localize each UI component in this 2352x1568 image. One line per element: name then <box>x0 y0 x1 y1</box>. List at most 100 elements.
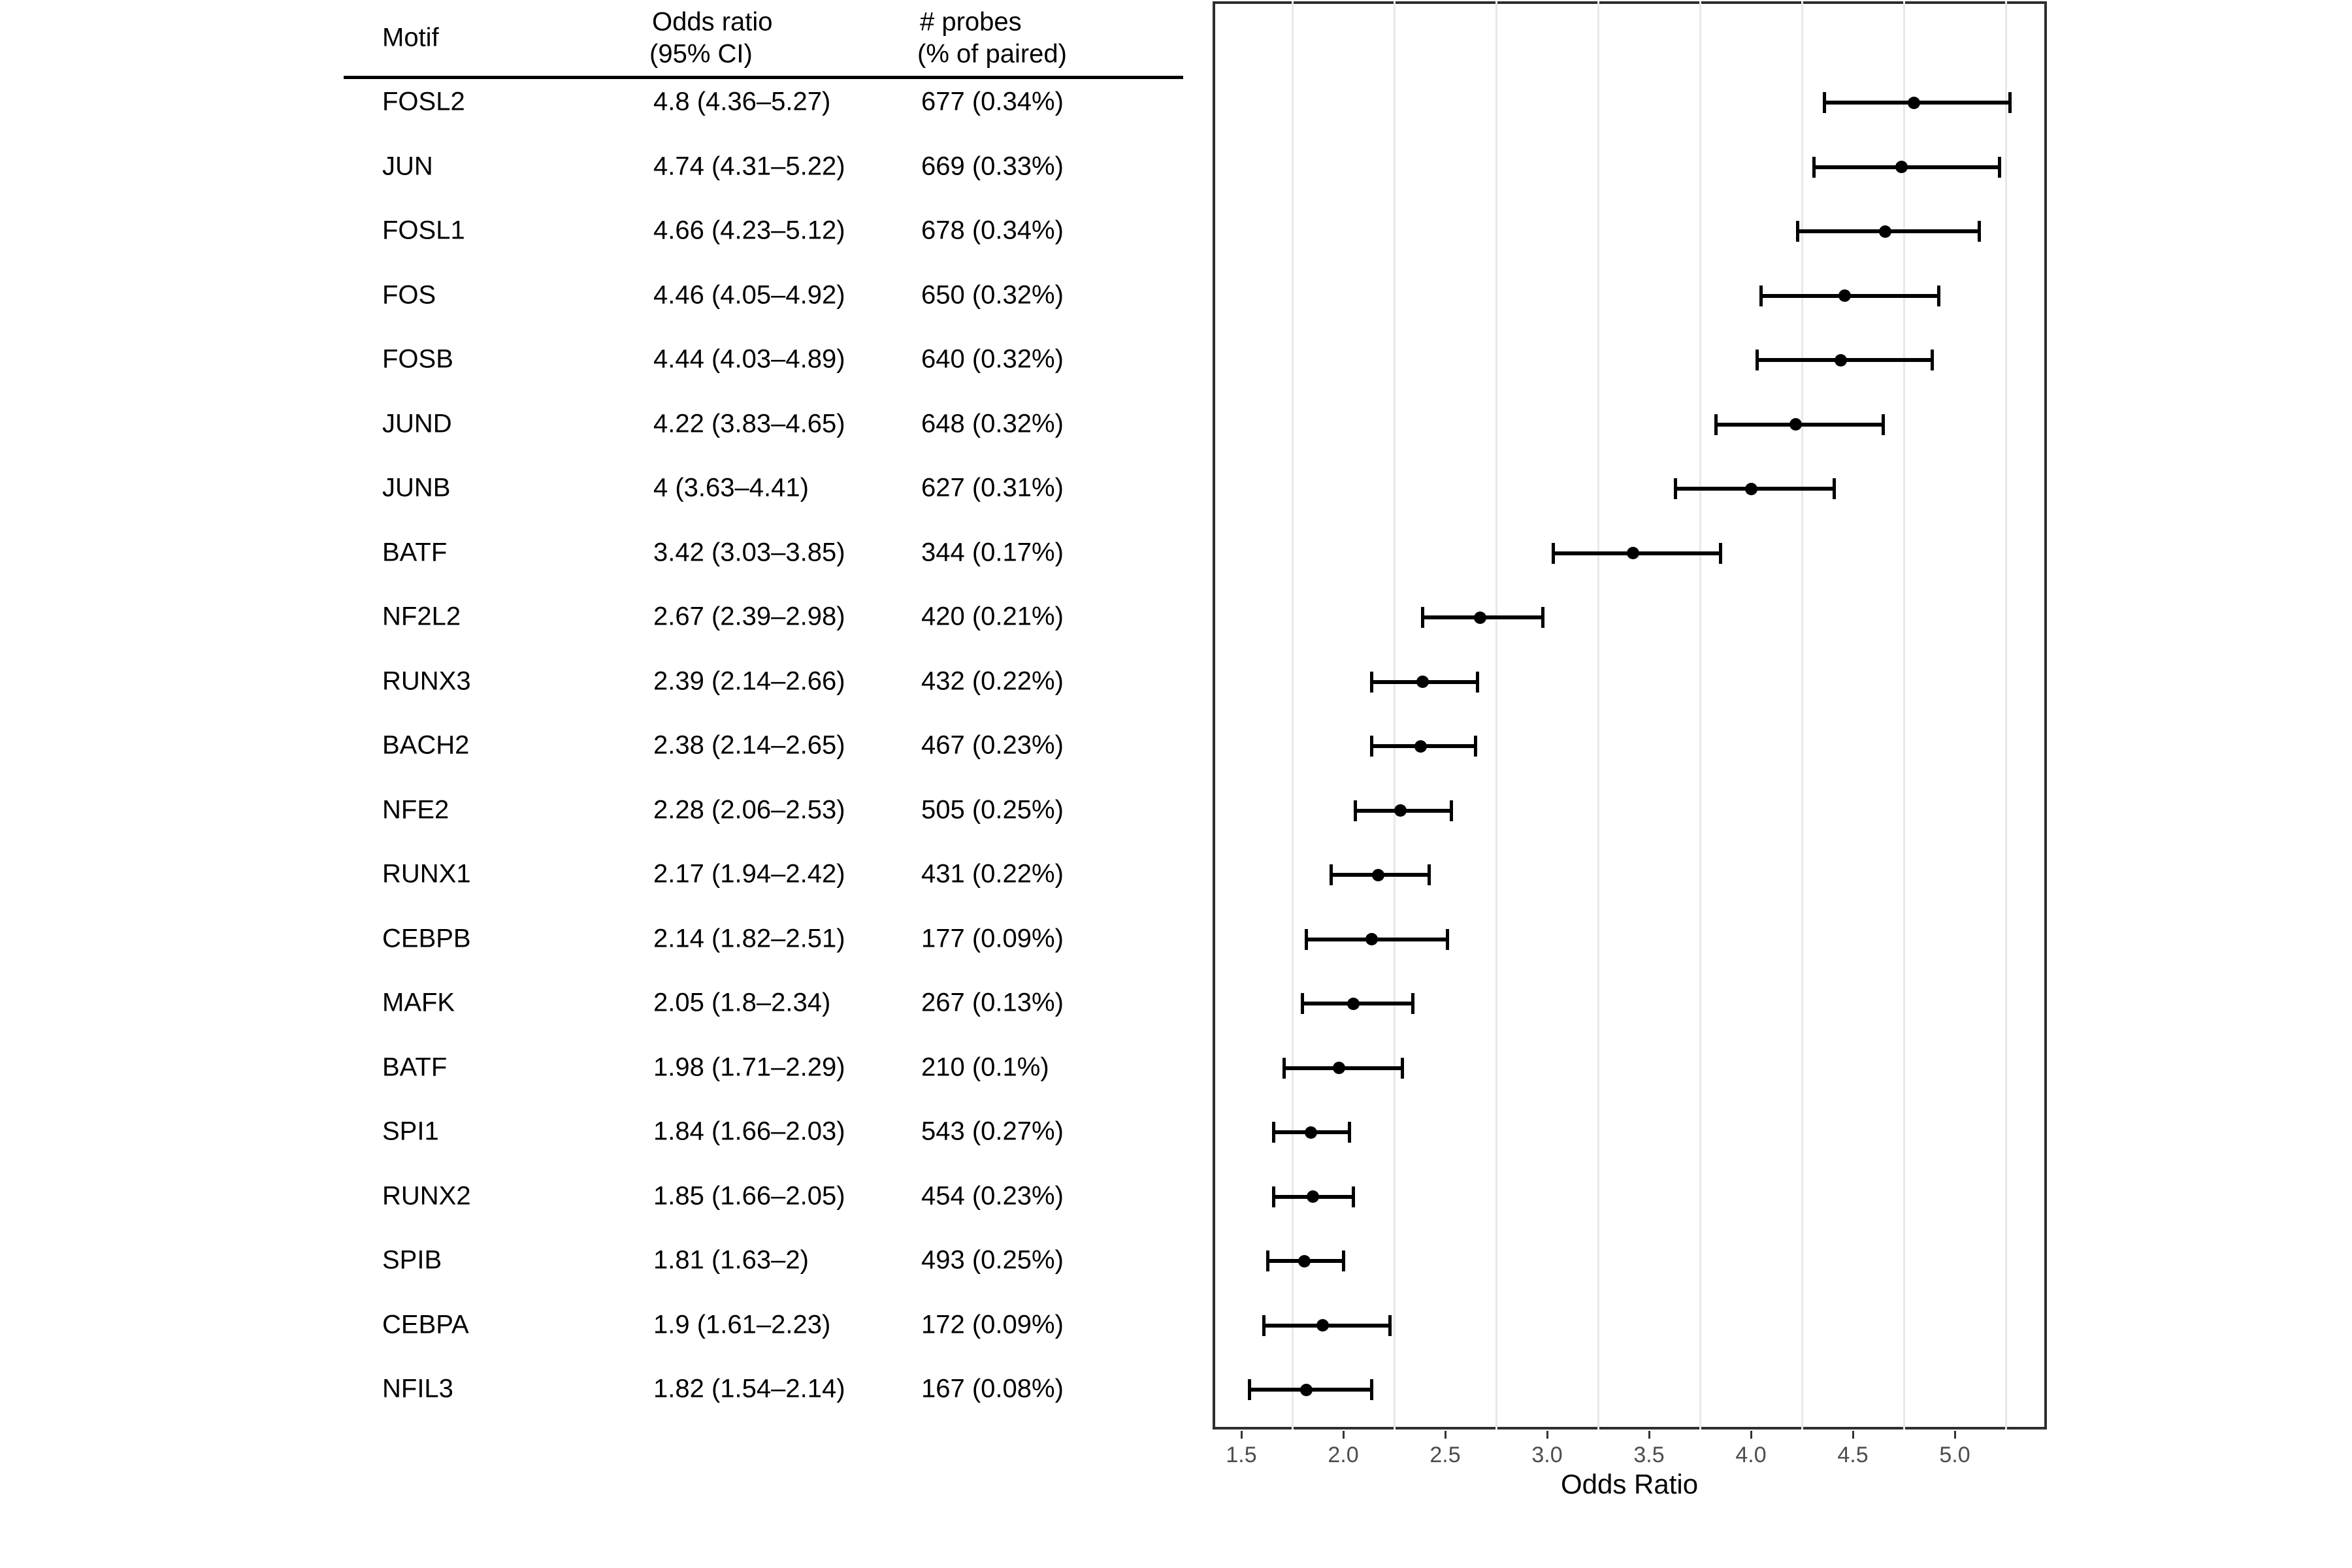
column-header-probes-line1: # probes <box>920 7 1022 37</box>
minor-gridline <box>1903 1 1905 1429</box>
x-axis-tick-mark <box>1750 1431 1752 1439</box>
ci-cap-right <box>1718 542 1722 564</box>
point-estimate-dot <box>1473 611 1486 624</box>
point-estimate-dot <box>1414 740 1428 753</box>
minor-gridline <box>1393 1 1396 1429</box>
probes-count-value: 678 (0.34%) <box>921 216 1064 245</box>
minor-gridline <box>1699 1 1701 1429</box>
x-axis-tick-mark <box>1953 1431 1956 1439</box>
odds-ratio-ci-value: 2.38 (2.14–2.65) <box>653 730 845 760</box>
probes-count-value: 627 (0.31%) <box>921 473 1064 502</box>
ci-cap-left <box>1370 736 1374 757</box>
ci-cap-left <box>1354 800 1358 821</box>
point-estimate-dot <box>1298 1254 1311 1267</box>
motif-label: FOSB <box>382 344 453 374</box>
odds-ratio-ci-value: 4.8 (4.36–5.27) <box>653 87 831 116</box>
odds-ratio-ci-value: 2.67 (2.39–2.98) <box>653 602 845 631</box>
ci-cap-right <box>1411 993 1414 1014</box>
probes-count-value: 432 (0.22%) <box>921 666 1064 696</box>
probes-count-value: 177 (0.09%) <box>921 924 1064 953</box>
ci-cap-left <box>1305 928 1309 950</box>
x-axis-tick-label: 2.5 <box>1429 1443 1461 1467</box>
motif-label: NFE2 <box>382 795 449 825</box>
probes-count-value: 543 (0.27%) <box>921 1117 1064 1146</box>
column-header-odds-ratio-line1: Odds ratio <box>652 7 773 37</box>
probes-count-value: 669 (0.33%) <box>921 152 1064 181</box>
point-estimate-dot <box>1306 1190 1319 1203</box>
odds-ratio-ci-value: 4 (3.63–4.41) <box>653 473 809 502</box>
ci-cap-right <box>1347 1122 1351 1143</box>
minor-gridline <box>1801 1 1803 1429</box>
x-axis-tick-label: 3.0 <box>1531 1443 1563 1467</box>
motif-label: FOSL2 <box>382 87 465 116</box>
point-estimate-dot <box>1347 997 1360 1010</box>
ci-cap-right <box>1388 1315 1392 1336</box>
point-estimate-dot <box>1626 547 1639 559</box>
point-estimate-dot <box>1879 225 1892 238</box>
ci-cap-left <box>1812 156 1816 178</box>
ci-cap-left <box>1755 350 1759 370</box>
point-estimate-dot <box>1365 933 1379 945</box>
ci-cap-left <box>1329 864 1333 885</box>
ci-cap-right <box>1998 156 2002 178</box>
ci-cap-right <box>1833 478 1837 499</box>
odds-ratio-ci-value: 4.44 (4.03–4.89) <box>653 344 845 374</box>
odds-ratio-ci-value: 4.66 (4.23–5.12) <box>653 216 845 245</box>
motif-label: NF2L2 <box>382 602 461 631</box>
motif-label: BATF <box>382 538 448 567</box>
ci-cap-left <box>1759 285 1763 306</box>
probes-count-value: 344 (0.17%) <box>921 538 1064 567</box>
minor-gridline <box>1495 1 1497 1429</box>
x-axis-tick-mark <box>1648 1431 1650 1439</box>
ci-cap-left <box>1266 1250 1270 1271</box>
ci-cap-left <box>1370 671 1374 693</box>
x-axis-tick-label: 2.0 <box>1328 1443 1359 1467</box>
odds-ratio-ci-value: 3.42 (3.03–3.85) <box>653 538 845 567</box>
probes-count-value: 431 (0.22%) <box>921 859 1064 889</box>
x-axis-tick-label: 4.5 <box>1837 1443 1869 1467</box>
ci-cap-left <box>1272 1122 1276 1143</box>
minor-gridline <box>1597 1 1599 1429</box>
x-axis-tick-label: 4.0 <box>1735 1443 1767 1467</box>
ci-cap-right <box>1445 928 1449 950</box>
ci-cap-right <box>1977 221 1981 242</box>
point-estimate-dot <box>1371 868 1384 881</box>
column-header-probes-line2: (% of paired) <box>917 39 1067 69</box>
probes-count-value: 640 (0.32%) <box>921 344 1064 374</box>
odds-ratio-ci-value: 2.39 (2.14–2.66) <box>653 666 845 696</box>
odds-ratio-ci-value: 2.14 (1.82–2.51) <box>653 924 845 953</box>
point-estimate-dot <box>1789 418 1803 431</box>
x-axis-tick-label: 1.5 <box>1226 1443 1257 1467</box>
ci-cap-right <box>1541 607 1545 628</box>
motif-label: BACH2 <box>382 730 470 760</box>
point-estimate-dot <box>1838 289 1852 302</box>
odds-ratio-ci-value: 2.05 (1.8–2.34) <box>653 988 831 1017</box>
motif-label: RUNX1 <box>382 859 471 889</box>
ci-cap-right <box>1882 414 1886 435</box>
ci-cap-right <box>1476 671 1480 693</box>
probes-count-value: 267 (0.13%) <box>921 988 1064 1017</box>
motif-label: NFIL3 <box>382 1374 453 1403</box>
point-estimate-dot <box>1300 1383 1313 1396</box>
odds-ratio-ci-value: 1.9 (1.61–2.23) <box>653 1310 831 1339</box>
odds-ratio-ci-value: 4.22 (3.83–4.65) <box>653 409 845 438</box>
point-estimate-dot <box>1333 1062 1346 1074</box>
ci-cap-right <box>1427 864 1431 885</box>
motif-label: JUND <box>382 409 452 438</box>
column-header-motif: Motif <box>382 23 439 52</box>
probes-count-value: 648 (0.32%) <box>921 409 1064 438</box>
ci-cap-left <box>1272 1186 1276 1207</box>
motif-label: CEBPA <box>382 1310 469 1339</box>
point-estimate-dot <box>1304 1126 1317 1139</box>
ci-cap-right <box>2008 92 2012 113</box>
ci-cap-left <box>1822 92 1826 113</box>
probes-count-value: 454 (0.23%) <box>921 1181 1064 1211</box>
odds-ratio-ci-value: 1.84 (1.66–2.03) <box>653 1117 845 1146</box>
point-estimate-dot <box>1908 96 1921 109</box>
probes-count-value: 493 (0.25%) <box>921 1245 1064 1275</box>
motif-label: SPI1 <box>382 1117 439 1146</box>
ci-cap-right <box>1352 1186 1356 1207</box>
x-axis-tick-mark <box>1852 1431 1854 1439</box>
column-header-odds-ratio-line2: (95% CI) <box>649 39 753 69</box>
motif-label: JUN <box>382 152 433 181</box>
